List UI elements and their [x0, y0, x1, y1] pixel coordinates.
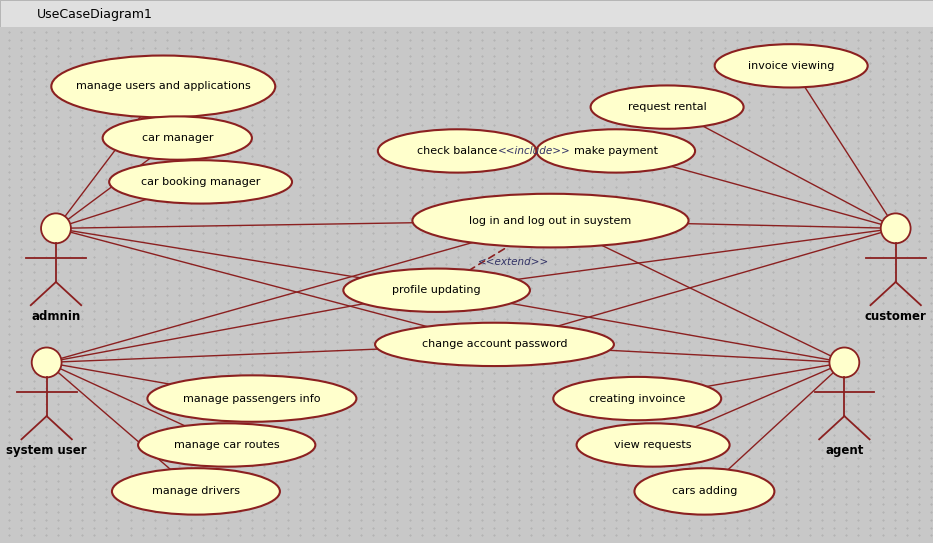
- Text: car booking manager: car booking manager: [141, 177, 260, 187]
- Text: log in and log out in suystem: log in and log out in suystem: [469, 216, 632, 225]
- Text: manage car routes: manage car routes: [174, 440, 280, 450]
- Text: UseCaseDiagram1: UseCaseDiagram1: [37, 9, 153, 21]
- Text: customer: customer: [865, 311, 926, 323]
- Text: request rental: request rental: [628, 102, 706, 112]
- Text: admnin: admnin: [32, 311, 80, 323]
- Ellipse shape: [147, 375, 356, 422]
- Ellipse shape: [536, 129, 695, 173]
- Ellipse shape: [112, 468, 280, 515]
- Ellipse shape: [375, 323, 614, 366]
- Text: change account password: change account password: [422, 339, 567, 349]
- Ellipse shape: [103, 116, 252, 160]
- Text: profile updating: profile updating: [393, 285, 480, 295]
- Text: <<include>>: <<include>>: [498, 146, 571, 156]
- Ellipse shape: [829, 348, 859, 377]
- Text: cars adding: cars adding: [672, 487, 737, 496]
- Text: check balance: check balance: [417, 146, 497, 156]
- Ellipse shape: [553, 377, 721, 420]
- Ellipse shape: [109, 160, 292, 204]
- Text: system user: system user: [7, 445, 87, 457]
- Text: make payment: make payment: [574, 146, 658, 156]
- Text: manage drivers: manage drivers: [152, 487, 240, 496]
- Ellipse shape: [715, 44, 868, 87]
- Ellipse shape: [378, 129, 536, 173]
- Text: car manager: car manager: [142, 133, 213, 143]
- Ellipse shape: [577, 424, 730, 466]
- Text: manage users and applications: manage users and applications: [76, 81, 251, 91]
- Ellipse shape: [881, 213, 911, 243]
- Text: view requests: view requests: [614, 440, 692, 450]
- Text: manage passengers info: manage passengers info: [183, 394, 321, 403]
- Text: creating invoince: creating invoince: [589, 394, 686, 403]
- Text: agent: agent: [825, 445, 864, 457]
- Text: invoice viewing: invoice viewing: [748, 61, 834, 71]
- Ellipse shape: [32, 348, 62, 377]
- Ellipse shape: [343, 269, 530, 312]
- Ellipse shape: [591, 85, 744, 129]
- Ellipse shape: [41, 213, 71, 243]
- Ellipse shape: [138, 424, 315, 466]
- Ellipse shape: [634, 468, 774, 515]
- Ellipse shape: [412, 194, 689, 248]
- Ellipse shape: [51, 55, 275, 117]
- Text: <<extend>>: <<extend>>: [478, 257, 549, 267]
